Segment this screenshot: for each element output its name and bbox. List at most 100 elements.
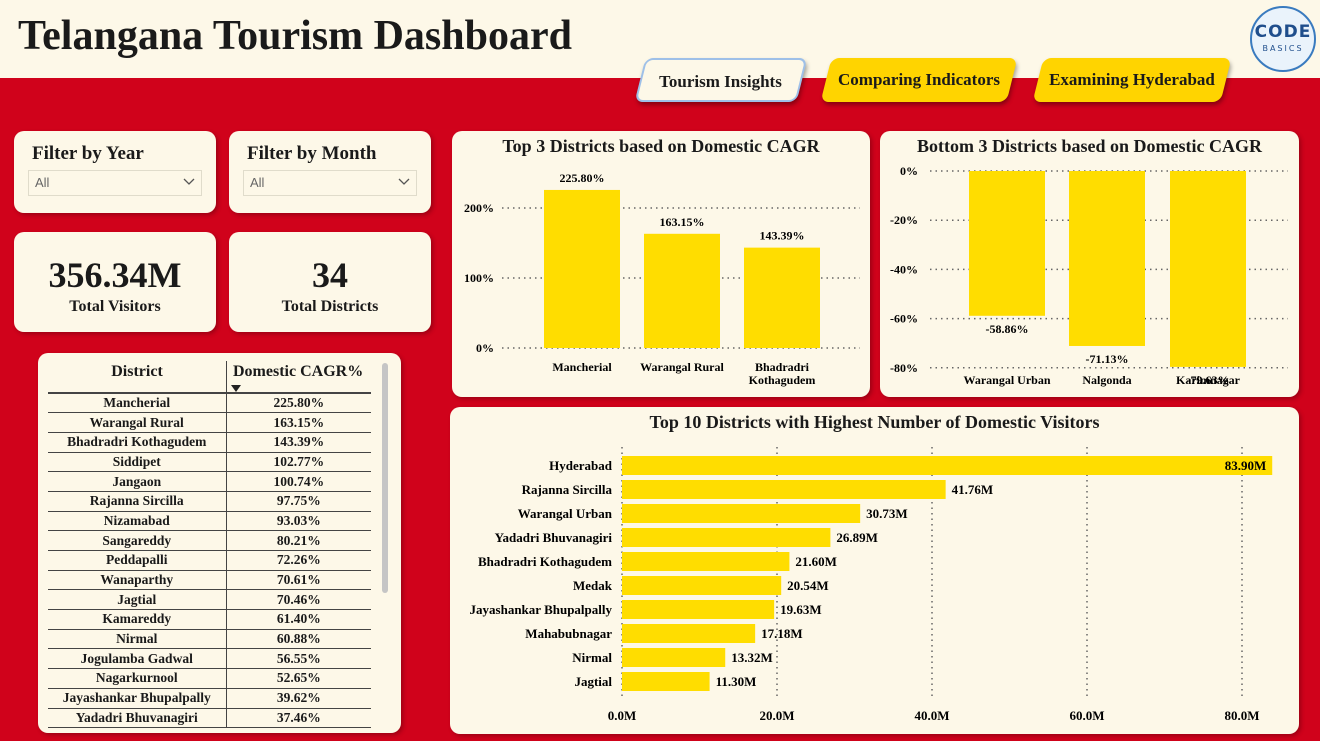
cagr-cell: 102.77%	[226, 452, 371, 473]
filter-year-label: Filter by Year	[32, 143, 144, 164]
y-tick-label: 0%	[476, 341, 494, 355]
x-tick-label: 20.0M	[759, 708, 794, 723]
data-label: 19.63M	[780, 602, 822, 617]
table-row[interactable]: Jogulamba Gadwal 56.55%	[48, 648, 371, 670]
data-label: 11.30M	[716, 674, 757, 689]
district-cell: Nirmal	[48, 629, 227, 650]
year-dropdown[interactable]: All	[28, 170, 202, 196]
district-cell: Jayashankar Bhupalpally	[48, 688, 227, 709]
bottom3-chart-title: Bottom 3 Districts based on Domestic CAG…	[917, 136, 1262, 156]
column-header-cagr-label: Domestic CAGR%	[233, 363, 364, 380]
y-tick-label: Rajanna Sircilla	[522, 482, 613, 497]
logo-text: CODE	[1254, 22, 1312, 42]
table-row[interactable]: Rajanna Sircilla 97.75%	[48, 491, 371, 512]
tab-tourism-insights[interactable]: Tourism Insights	[634, 58, 808, 102]
table-row[interactable]: Kamareddy 61.40%	[48, 609, 371, 630]
cagr-cell: 100.74%	[226, 471, 371, 492]
total-districts-label: Total Districts	[281, 298, 379, 315]
filter-year-card: Filter by Year All	[14, 131, 216, 213]
district-cell: Siddipet	[48, 452, 227, 473]
table-scrollbar[interactable]	[382, 363, 388, 593]
district-cell: Kamareddy	[48, 609, 227, 630]
month-dropdown[interactable]: All	[243, 170, 417, 196]
table-row[interactable]: Mancherial 225.80%	[48, 393, 371, 414]
bar	[644, 233, 720, 348]
column-header-district[interactable]: District	[48, 361, 226, 394]
bar	[744, 247, 820, 348]
bar	[622, 528, 831, 547]
district-cell: Jogulamba Gadwal	[48, 648, 227, 670]
top10-visitors-chart: 0.0M 20.0M 40.0M 60.0M 80.0M Hyderabad 83.90M R…	[470, 447, 1273, 723]
y-tick-label: 100%	[464, 271, 494, 285]
table-row[interactable]: Yadadri Bhuvanagiri 37.46%	[48, 708, 371, 729]
data-label: 30.73M	[866, 506, 908, 521]
district-cell: Yadadri Bhuvanagiri	[48, 708, 227, 729]
table-row[interactable]: Nirmal 60.88%	[48, 629, 371, 650]
x-tick-label: Bhadradri	[755, 360, 810, 374]
y-tick-label: Hyderabad	[549, 458, 613, 473]
data-label: 143.39%	[760, 229, 805, 243]
table-row[interactable]: Bhadradri Kothagudem 143.39%	[48, 432, 371, 453]
district-cagr-table: District Domestic CAGR% Mancherial 225.80…	[38, 353, 401, 733]
data-label: 20.54M	[787, 578, 829, 593]
column-header-cagr[interactable]: Domestic CAGR%	[226, 361, 371, 394]
total-districts-card: 34 Total Districts	[229, 232, 431, 332]
x-tick-label: 60.0M	[1069, 708, 1104, 723]
table-row[interactable]: Siddipet 102.77%	[48, 452, 371, 473]
table-row[interactable]: Nizamabad 93.03%	[48, 511, 371, 532]
table-row[interactable]: Peddapalli 72.26%	[48, 550, 371, 571]
table-row[interactable]: Sangareddy 80.21%	[48, 530, 371, 551]
y-tick-label: -40%	[890, 262, 918, 276]
table-row[interactable]: Jayashankar Bhupalpally 39.62%	[48, 688, 371, 709]
district-cell: Bhadradri Kothagudem	[48, 432, 227, 453]
y-tick-label: Nirmal	[572, 650, 612, 665]
filter-month-label: Filter by Month	[247, 143, 377, 164]
sort-descending-icon	[231, 385, 241, 392]
data-label: -79.63%	[1187, 373, 1230, 387]
cagr-cell: 70.46%	[226, 589, 371, 611]
y-tick-label: -60%	[890, 312, 918, 326]
chevron-down-icon	[398, 178, 410, 185]
district-cell: Peddapalli	[48, 550, 227, 571]
top3-chart-title: Top 3 Districts based on Domestic CAGR	[502, 136, 820, 156]
y-tick-label: Warangal Urban	[518, 506, 613, 521]
data-label: 83.90M	[1225, 458, 1267, 473]
logo-subtext: BASICS	[1262, 44, 1304, 53]
top10-chart-title: Top 10 Districts with Highest Number of …	[649, 412, 1100, 432]
filter-month-card: Filter by Month All	[229, 131, 431, 213]
data-label: -71.13%	[1086, 352, 1129, 366]
y-tick-label: 200%	[464, 201, 494, 215]
page-title: Telangana Tourism Dashboard	[18, 13, 572, 59]
codebasics-logo: CODE BASICS	[1250, 6, 1316, 72]
table-row[interactable]: Warangal Rural 163.15%	[48, 412, 371, 433]
top3-cagr-chart: 0% 100% 200% 225.80% Mancherial 163.15% Warang…	[464, 171, 860, 387]
tab-comparing-indicators[interactable]: Comparing Indicators	[820, 58, 1018, 102]
table-row[interactable]: Nagarkurnool 52.65%	[48, 668, 371, 689]
x-tick-label: Karimnagar	[1176, 373, 1241, 387]
district-cell: Warangal Rural	[48, 412, 227, 433]
y-tick-label: -80%	[890, 361, 918, 375]
bar	[1170, 171, 1246, 367]
bar	[622, 552, 790, 571]
year-dropdown-value: All	[35, 175, 50, 190]
cagr-cell: 52.65%	[226, 668, 371, 689]
table-row[interactable]: Jagtial 70.46%	[48, 589, 371, 611]
data-label: 163.15%	[660, 215, 705, 229]
table-row[interactable]: Wanaparthy 70.61%	[48, 570, 371, 591]
bar	[622, 480, 946, 499]
district-cell: Jangaon	[48, 471, 227, 492]
x-tick-label: 80.0M	[1224, 708, 1259, 723]
tab-examining-hyderabad[interactable]: Examining Hyderabad	[1032, 58, 1232, 102]
bottom3-cagr-card: Bottom 3 Districts based on Domestic CAG…	[880, 131, 1299, 397]
table-row[interactable]: Jangaon 100.74%	[48, 471, 371, 492]
y-tick-label: 0%	[900, 164, 918, 178]
cagr-cell: 93.03%	[226, 511, 371, 532]
y-tick-label: Bhadradri Kothagudem	[478, 554, 612, 569]
data-label: -58.86%	[986, 322, 1029, 336]
bar	[622, 672, 710, 691]
y-tick-label: Jagtial	[574, 674, 612, 689]
bar	[622, 576, 782, 595]
cagr-cell: 143.39%	[226, 432, 371, 453]
x-tick-label: Warangal Urban	[963, 373, 1050, 387]
bottom3-cagr-chart: 0% -20% -40% -60% -80% -58.86% Warangal Urban -…	[890, 164, 1288, 387]
